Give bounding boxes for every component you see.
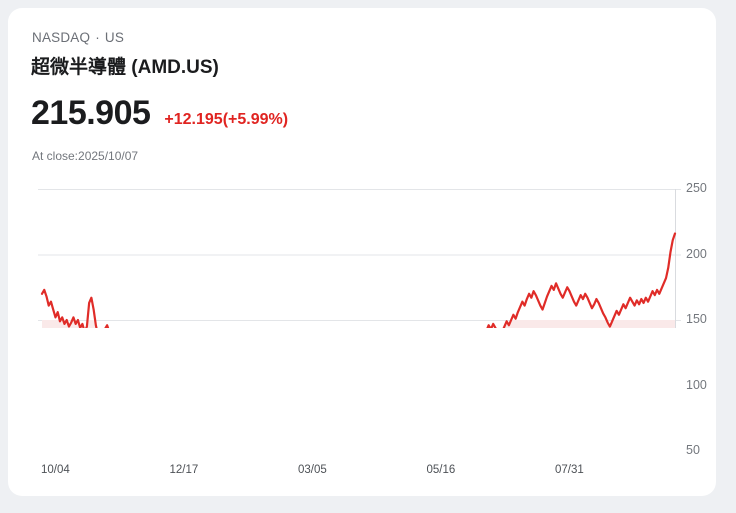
price-chart[interactable]: 250 200 150 100 50 10/04 12/17 03/05 05/16 07/31	[8, 168, 716, 476]
x-axis-tick-label: 03/05	[297, 464, 327, 476]
price-chart-svg	[38, 189, 681, 328]
x-axis-tick-label: 12/17	[169, 464, 199, 476]
price-row: 215.905 +12.195(+5.99%)	[31, 94, 288, 133]
exchange-name: NASDAQ	[32, 30, 91, 45]
market-close-note: At close:2025/10/07	[32, 149, 139, 163]
price-area-fill	[42, 320, 675, 328]
y-axis-tick-label: 200	[686, 246, 707, 261]
y-axis-tick-label: 100	[686, 377, 707, 392]
y-axis-tick-label: 150	[686, 312, 707, 326]
x-axis-tick-label: 10/04	[41, 464, 70, 476]
exchange-region-line: NASDAQ · US	[32, 30, 124, 45]
page-title: 超微半導體 (AMD.US)	[31, 57, 219, 78]
y-axis-tick-label: 250	[686, 181, 707, 195]
price-line	[40, 232, 677, 328]
x-axis-tick-label: 07/31	[554, 464, 584, 476]
separator-dot: ·	[95, 30, 100, 45]
y-axis-tick-label: 50	[686, 443, 700, 457]
region-code: US	[104, 30, 125, 45]
price-change: +12.195(+5.99%)	[164, 111, 289, 128]
current-price: 215.905	[31, 94, 151, 132]
x-axis-tick-label: 05/16	[426, 464, 456, 476]
stock-quote-card: NASDAQ · US 超微半導體 (AMD.US) 215.905 +12.195…	[8, 8, 716, 496]
